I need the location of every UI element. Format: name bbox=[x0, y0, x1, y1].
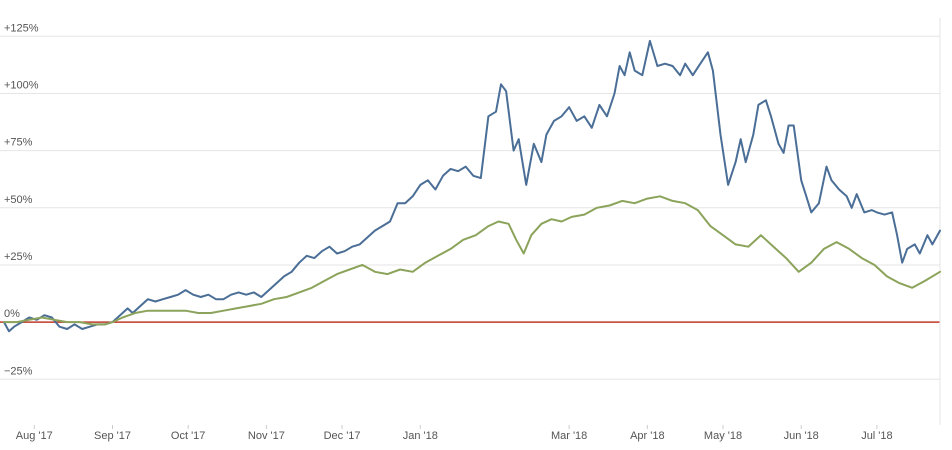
x-axis-tick-labels: Aug '17 Sep '17 Oct '17 Nov '17 Dec '17 Jan '… bbox=[16, 425, 893, 442]
y-tick-label: −25% bbox=[4, 365, 33, 377]
x-tick-label: Jul '18 bbox=[861, 430, 892, 442]
x-tick-label: Jan '18 bbox=[403, 430, 438, 442]
x-tick-label: Sep '17 bbox=[94, 430, 131, 442]
y-tick-label: +100% bbox=[4, 79, 39, 91]
series-line-1 bbox=[3, 39, 941, 333]
y-tick-label: +75% bbox=[4, 137, 33, 149]
y-tick-label: +25% bbox=[4, 251, 33, 263]
x-tick-label: May '18 bbox=[704, 430, 742, 442]
y-tick-label: +50% bbox=[4, 194, 33, 206]
series-lines bbox=[3, 39, 941, 333]
y-axis-tick-labels: +125% +100% +75% +50% +25% 0% −25% bbox=[4, 22, 39, 377]
series-line-2 bbox=[3, 195, 941, 326]
x-tick-label: Nov '17 bbox=[248, 430, 285, 442]
grid-lines bbox=[0, 18, 941, 425]
x-tick-label: Apr '18 bbox=[630, 430, 665, 442]
y-tick-label: +125% bbox=[4, 22, 39, 34]
y-tick-label: 0% bbox=[4, 308, 20, 320]
x-tick-label: Oct '17 bbox=[171, 430, 206, 442]
x-tick-label: Aug '17 bbox=[16, 430, 53, 442]
x-tick-label: Mar '18 bbox=[551, 430, 587, 442]
x-tick-label: Dec '17 bbox=[324, 430, 361, 442]
x-tick-label: Jun '18 bbox=[784, 430, 819, 442]
